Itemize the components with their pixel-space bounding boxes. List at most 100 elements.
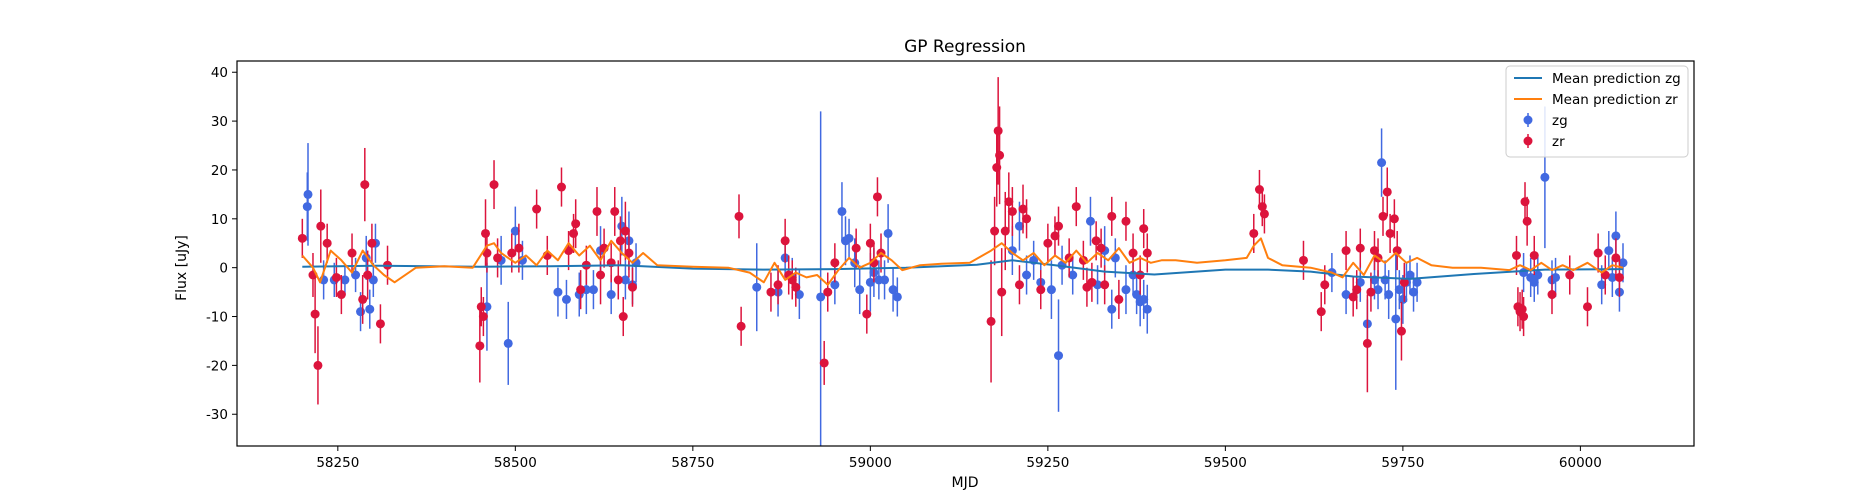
- legend-label-mean-zr: Mean prediction zr: [1552, 92, 1678, 108]
- zr-point: [872, 192, 882, 202]
- zr-point: [1582, 302, 1592, 312]
- mean-prediction-zg-line: [302, 259, 1624, 280]
- zg-point: [1121, 285, 1131, 295]
- zr-point: [823, 287, 833, 297]
- zr-point: [1520, 197, 1530, 207]
- zr-point: [1352, 285, 1362, 295]
- x-tick-label: 59000: [849, 455, 892, 471]
- zr-point: [476, 302, 486, 312]
- zg-point: [1046, 285, 1056, 295]
- zr-point: [1050, 231, 1060, 241]
- zr-point: [571, 219, 581, 229]
- zr-point: [475, 341, 485, 351]
- zr-point: [313, 360, 323, 370]
- zg-point: [1373, 285, 1383, 295]
- zg-point: [837, 206, 847, 216]
- legend-label-mean-zg: Mean prediction zg: [1552, 71, 1681, 87]
- zr-point: [1611, 253, 1621, 263]
- zg-point: [1398, 294, 1408, 304]
- y-tick-label: 40: [211, 65, 228, 81]
- zg-point: [752, 282, 762, 292]
- zr-point: [1139, 224, 1149, 234]
- zr-point: [358, 294, 368, 304]
- zr-point: [1259, 209, 1269, 219]
- zr-point: [1522, 216, 1532, 226]
- zr-point: [1396, 326, 1406, 336]
- x-tick-label: 58500: [494, 455, 537, 471]
- mean-prediction-zr-line: [301, 237, 1624, 286]
- zr-point: [1142, 248, 1152, 258]
- zr-point: [627, 282, 637, 292]
- legend-marker-zr: [1523, 136, 1533, 146]
- zr-point: [1036, 285, 1046, 295]
- zg-point: [883, 228, 893, 238]
- zr-point: [1369, 246, 1379, 256]
- zg-point: [1551, 272, 1561, 282]
- y-tick-label: -30: [206, 407, 228, 423]
- zr-point: [1529, 250, 1539, 260]
- zr-point: [1087, 277, 1097, 287]
- x-tick-label: 59250: [1026, 455, 1069, 471]
- zg-point: [1377, 158, 1387, 168]
- zr-point: [1389, 214, 1399, 224]
- plot-area: [297, 77, 1628, 446]
- zg-point: [588, 285, 598, 295]
- zg-point: [892, 292, 902, 302]
- zr-point: [1565, 270, 1575, 280]
- zg-point: [303, 189, 313, 199]
- x-tick-label: 58750: [671, 455, 714, 471]
- zg-point: [1405, 270, 1415, 280]
- zr-point: [1385, 228, 1395, 238]
- legend-label-zg: zg: [1552, 113, 1568, 129]
- zr-point: [569, 228, 579, 238]
- zr-point: [624, 248, 634, 258]
- zr-point: [360, 180, 370, 190]
- zr-point: [336, 290, 346, 300]
- zr-series: [297, 77, 1624, 405]
- zr-point: [478, 312, 488, 322]
- zr-point: [1091, 236, 1101, 246]
- x-axis-label: MJD: [952, 475, 979, 491]
- zr-point: [1614, 272, 1624, 282]
- zr-point: [1249, 228, 1259, 238]
- zg-point: [855, 285, 865, 295]
- zr-point: [1007, 206, 1017, 216]
- zr-point: [310, 309, 320, 319]
- zr-point: [1054, 221, 1064, 231]
- x-tick-label: 58250: [316, 455, 359, 471]
- zg-point: [365, 304, 375, 314]
- zr-point: [1519, 312, 1529, 322]
- zr-point: [791, 282, 801, 292]
- zr-point: [1382, 187, 1392, 197]
- zg-point: [1014, 221, 1024, 231]
- zg-point: [1391, 314, 1401, 324]
- zg-point: [620, 275, 630, 285]
- zr-point: [1096, 243, 1106, 253]
- zr-point: [331, 272, 341, 282]
- zr-point: [1000, 226, 1010, 236]
- zr-point: [1511, 250, 1521, 260]
- plot-frame: [236, 60, 1695, 447]
- zr-point: [986, 316, 996, 326]
- zg-point: [794, 290, 804, 300]
- zr-point: [1348, 292, 1358, 302]
- zr-point: [1362, 338, 1372, 348]
- zr-point: [1004, 197, 1014, 207]
- zr-point: [1593, 248, 1603, 258]
- zr-point: [1114, 294, 1124, 304]
- zg-point: [1085, 216, 1095, 226]
- zr-point: [990, 226, 1000, 236]
- legend-box: [1505, 65, 1689, 158]
- x-axis-ticks: 58250 58500 58750 59000 59250 59500 59750 60000: [316, 446, 1602, 471]
- zg-point: [351, 270, 361, 280]
- zg-point: [510, 226, 520, 236]
- zg-point: [1022, 270, 1032, 280]
- zg-point: [1611, 231, 1621, 241]
- y-tick-label: 30: [211, 114, 228, 130]
- y-tick-label: -10: [206, 310, 228, 326]
- zr-point: [773, 280, 783, 290]
- zr-point: [1399, 277, 1409, 287]
- zr-point: [1320, 280, 1330, 290]
- zr-point: [576, 285, 586, 295]
- zg-point: [1618, 258, 1628, 268]
